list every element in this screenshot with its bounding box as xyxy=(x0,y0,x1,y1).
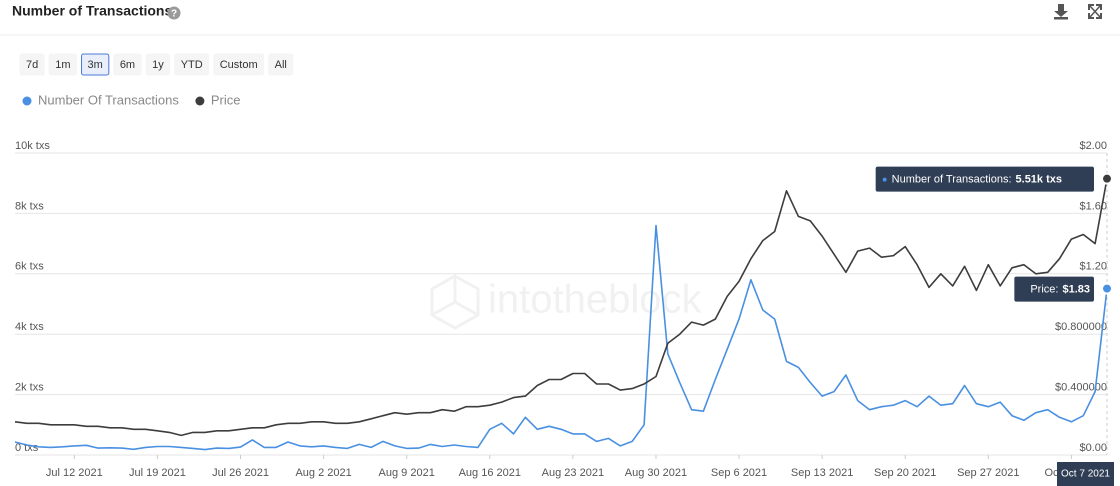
watermark: intotheblock xyxy=(430,274,702,330)
series-line xyxy=(14,178,1108,437)
range-button-label[interactable]: 3m xyxy=(88,59,103,71)
tooltip-label: Number of Transactions: xyxy=(892,174,1012,186)
y-tick-label: 2k txs xyxy=(15,382,44,394)
point-marker xyxy=(1101,282,1113,295)
range-button[interactable] xyxy=(113,53,142,76)
tooltip-text: Price: $1.83 xyxy=(1030,284,1090,296)
y-tick-label: 10k txs xyxy=(15,140,50,152)
range-buttons: 7d 1m 3m 6m 1y YTD Custom All xyxy=(19,53,294,76)
y-tick-label: 0 txs xyxy=(15,442,39,454)
legend: Number Of Transactions Price xyxy=(22,92,241,107)
x-tick-label: Sep 20 2021 xyxy=(874,467,936,479)
range-button-label[interactable]: 1y xyxy=(152,59,164,71)
x-tick-label: Sep 6 2021 xyxy=(711,467,767,479)
range-button[interactable] xyxy=(81,53,110,76)
help-icon-glyph: ? xyxy=(171,9,177,20)
tooltip-dot xyxy=(882,177,887,182)
range-button[interactable] xyxy=(145,53,171,76)
y2-tick-label: $1.20 xyxy=(1079,261,1107,273)
legend-marker[interactable] xyxy=(22,96,32,106)
watermark-text: intotheblock xyxy=(488,278,702,322)
x-tick-label: Sep 27 2021 xyxy=(957,467,1019,479)
y2-tick-label: $0.00 xyxy=(1079,442,1107,454)
tooltip: Price: $1.83 xyxy=(1014,276,1094,302)
x-tick-label: Aug 16 2021 xyxy=(459,467,521,479)
tooltip-value: $1.83 xyxy=(1062,284,1090,296)
range-button-label[interactable]: 7d xyxy=(26,59,38,71)
range-button[interactable] xyxy=(19,53,45,76)
crosshair-date: Oct 7 2021 xyxy=(1061,469,1110,480)
range-button-label[interactable]: All xyxy=(275,59,287,71)
tooltip-box xyxy=(1014,276,1094,302)
range-button-label[interactable]: Custom xyxy=(220,59,258,71)
legend-marker[interactable] xyxy=(195,96,205,106)
title: Number of Transactions xyxy=(12,3,172,19)
y-tick-label: 6k txs xyxy=(15,261,44,273)
x-tick-label: Jul 12 2021 xyxy=(46,467,103,479)
range-button[interactable] xyxy=(268,53,294,76)
tooltip: Number of Transactions: 5.51k txs xyxy=(875,166,1094,192)
x-tick-label: Jul 26 2021 xyxy=(212,467,269,479)
y-tick-label: 8k txs xyxy=(15,200,44,212)
x-tick-label: Aug 30 2021 xyxy=(625,467,687,479)
help-icon[interactable] xyxy=(167,6,181,20)
y2-tick-label: $0.400000 xyxy=(1055,382,1107,394)
point-marker xyxy=(1101,172,1113,185)
tooltip-box xyxy=(875,166,1094,192)
range-button[interactable] xyxy=(213,53,265,76)
y2-tick-label: $1.60 xyxy=(1079,200,1107,212)
x-tick-label: Aug 2 2021 xyxy=(295,467,351,479)
tooltip-value: 5.51k txs xyxy=(1016,174,1062,186)
legend-label[interactable]: Number Of Transactions xyxy=(38,92,179,107)
tooltip-text: Number of Transactions: 5.51k txs xyxy=(892,174,1062,186)
y2-tick-label: $2.00 xyxy=(1079,140,1107,152)
crosshair-date-box xyxy=(1057,462,1114,486)
download-icon[interactable] xyxy=(1054,4,1068,20)
y2-tick-label: $0.800000 xyxy=(1055,321,1107,333)
series-line xyxy=(14,224,1108,451)
x-tick-label: Jul 19 2021 xyxy=(129,467,186,479)
x-tick-label: Aug 9 2021 xyxy=(379,467,435,479)
range-button[interactable] xyxy=(174,53,210,76)
x-tick-label: Sep 13 2021 xyxy=(791,467,853,479)
tooltip-label: Price: xyxy=(1030,284,1058,296)
y-tick-label: 4k txs xyxy=(15,321,44,333)
fullscreen-icon[interactable] xyxy=(1088,4,1102,19)
legend-label[interactable]: Price xyxy=(211,92,241,107)
range-button-label[interactable]: 1m xyxy=(55,59,70,71)
x-tick-label: Aug 23 2021 xyxy=(542,467,604,479)
range-button-label[interactable]: YTD xyxy=(181,59,203,71)
range-button-label[interactable]: 6m xyxy=(120,59,135,71)
range-button[interactable] xyxy=(48,53,78,76)
